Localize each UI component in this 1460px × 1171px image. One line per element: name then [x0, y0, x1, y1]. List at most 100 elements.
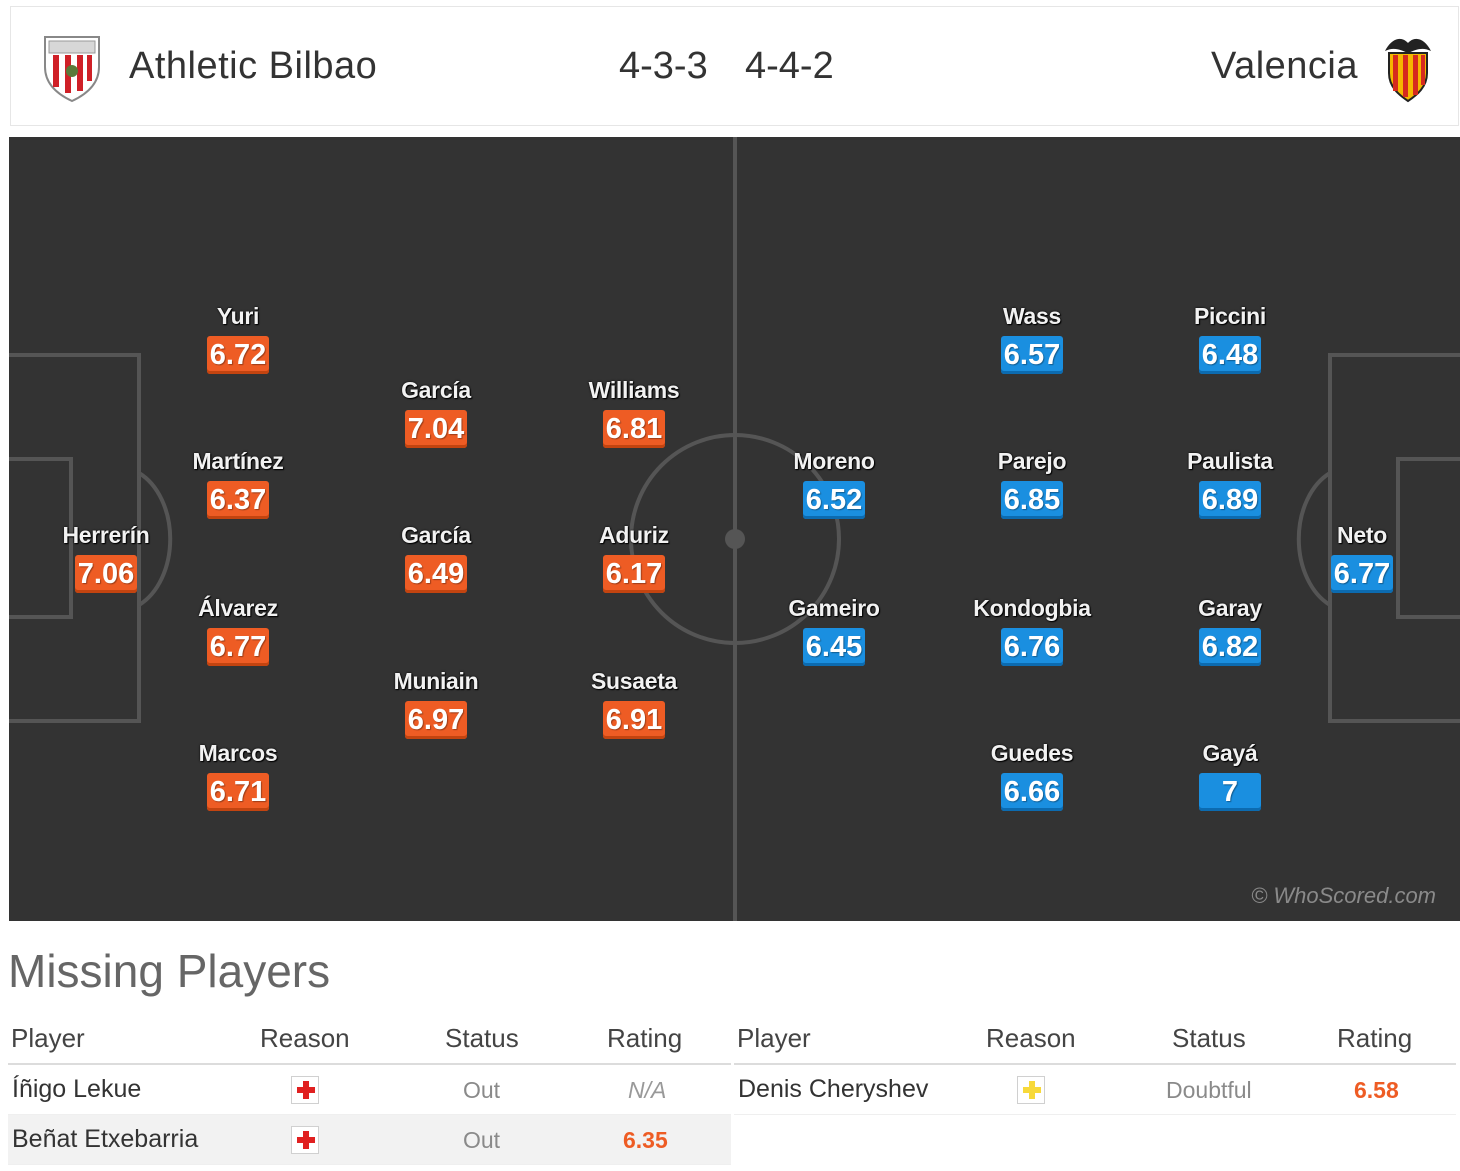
player-name: Paulista [1187, 448, 1273, 474]
player-marker[interactable]: Moreno 6.52 [754, 448, 914, 519]
player-name: García [401, 377, 471, 403]
player-name: Neto [1337, 522, 1387, 548]
player-name: Williams [588, 377, 680, 403]
player-name: Wass [1002, 303, 1062, 329]
player-marker[interactable]: Aduriz 6.17 [554, 522, 714, 593]
player-marker[interactable]: Paulista 6.89 [1150, 448, 1310, 519]
player-name: Yuri [216, 303, 260, 329]
missing-player-name[interactable]: Denis Cheryshev [738, 1075, 929, 1103]
player-marker[interactable]: García 7.04 [356, 377, 516, 448]
missing-status: Out [463, 1127, 501, 1153]
player-marker[interactable]: Garay 6.82 [1150, 595, 1310, 666]
player-rating: 6.48 [1198, 336, 1262, 374]
missing-status: Out [463, 1077, 501, 1103]
player-marker[interactable]: Piccini 6.48 [1150, 303, 1310, 374]
column-player: Player [11, 1023, 85, 1053]
player-marker[interactable]: Parejo 6.85 [952, 448, 1112, 519]
valencia-bat-crest-icon [1385, 38, 1431, 103]
player-name: Aduriz [599, 522, 669, 548]
missing-players-title: Missing Players [8, 945, 331, 997]
table-header: Player Reason Status Rating [8, 1018, 731, 1065]
player-marker[interactable]: Wass 6.57 [952, 303, 1112, 374]
missing-rating: 6.35 [623, 1127, 668, 1153]
away-missing-table: Player Reason Status Rating Denis Cherys… [734, 1018, 1456, 1115]
missing-player-name[interactable]: Beñat Etxebarria [12, 1125, 199, 1153]
player-name: Marcos [198, 740, 278, 766]
pitch-markings [9, 137, 1460, 921]
player-marker[interactable]: Susaeta 6.91 [554, 668, 714, 739]
player-name: Gameiro [788, 595, 880, 621]
player-marker[interactable]: Neto 6.77 [1282, 522, 1442, 593]
player-rating: 6.57 [1000, 336, 1064, 374]
player-rating: 6.76 [1000, 628, 1064, 666]
player-name: Herrerín [62, 522, 150, 548]
doubtful-cross-icon [1017, 1076, 1045, 1104]
player-name: Susaeta [590, 668, 678, 694]
player-rating: 6.52 [802, 481, 866, 519]
player-rating: 6.71 [206, 773, 270, 811]
whoscored-watermark: © WhoScored.com [1251, 883, 1436, 908]
column-player: Player [737, 1023, 811, 1053]
player-rating: 7.06 [74, 555, 138, 593]
home-team-name[interactable]: Athletic Bilbao [129, 45, 378, 87]
home-formation: 4-3-3 [619, 45, 708, 87]
injury-cross-icon [291, 1076, 319, 1104]
player-rating: 6.37 [206, 481, 270, 519]
away-team-name[interactable]: Valencia [1211, 45, 1358, 87]
player-marker[interactable]: García 6.49 [356, 522, 516, 593]
match-header: Athletic Bilbao 4-3-3 4-4-2 Valencia [10, 6, 1459, 126]
table-header: Player Reason Status Rating [734, 1018, 1456, 1065]
player-marker[interactable]: Gayá 7 [1150, 740, 1310, 811]
away-formation: 4-4-2 [745, 45, 834, 87]
player-marker[interactable]: Yuri 6.72 [158, 303, 318, 374]
player-name: Garay [1198, 595, 1262, 621]
player-name: Gayá [1202, 740, 1258, 766]
column-status: Status [445, 1023, 519, 1053]
player-name: Moreno [793, 448, 875, 474]
player-rating: 6.81 [602, 410, 666, 448]
player-rating: 6.82 [1198, 628, 1262, 666]
missing-status: Doubtful [1166, 1077, 1252, 1103]
player-rating: 6.91 [602, 701, 666, 739]
player-rating: 7 [1199, 773, 1261, 811]
player-rating: 6.77 [206, 628, 270, 666]
player-rating: 6.17 [602, 555, 666, 593]
player-rating: 6.72 [206, 336, 270, 374]
injury-cross-icon [291, 1126, 319, 1154]
column-status: Status [1172, 1023, 1246, 1053]
player-marker[interactable]: Muniain 6.97 [356, 668, 516, 739]
player-marker[interactable]: Álvarez 6.77 [158, 595, 318, 666]
table-row: Denis Cheryshev Doubtful 6.58 [734, 1065, 1456, 1115]
player-rating: 6.66 [1000, 773, 1064, 811]
player-marker[interactable]: Martínez 6.37 [158, 448, 318, 519]
table-row: Beñat Etxebarria Out 6.35 [8, 1115, 731, 1165]
player-name: Parejo [997, 448, 1067, 474]
player-marker[interactable]: Gameiro 6.45 [754, 595, 914, 666]
player-name: Kondogbia [973, 595, 1091, 621]
player-rating: 6.45 [802, 628, 866, 666]
home-missing-table: Player Reason Status Rating Íñigo Lekue … [8, 1018, 731, 1165]
player-marker[interactable]: Marcos 6.71 [158, 740, 318, 811]
column-rating: Rating [1337, 1023, 1413, 1053]
player-marker[interactable]: Kondogbia 6.76 [952, 595, 1112, 666]
player-rating: 6.97 [404, 701, 468, 739]
player-name: García [401, 522, 471, 548]
player-rating: 7.04 [404, 410, 468, 448]
player-marker[interactable]: Herrerín 7.06 [26, 522, 186, 593]
athletic-bilbao-crest-icon [44, 36, 100, 103]
column-rating: Rating [607, 1023, 683, 1053]
missing-player-name[interactable]: Íñigo Lekue [12, 1075, 142, 1103]
player-name: Martínez [192, 448, 284, 474]
player-name: Guedes [990, 740, 1074, 766]
player-rating: 6.85 [1000, 481, 1064, 519]
missing-rating: N/A [628, 1077, 667, 1103]
player-name: Piccini [1193, 303, 1267, 329]
player-rating: 6.89 [1198, 481, 1262, 519]
player-name: Álvarez [198, 595, 278, 621]
column-reason: Reason [986, 1023, 1076, 1053]
player-marker[interactable]: Williams 6.81 [554, 377, 714, 448]
player-marker[interactable]: Guedes 6.66 [952, 740, 1112, 811]
player-rating: 6.49 [404, 555, 468, 593]
missing-rating: 6.58 [1354, 1077, 1399, 1103]
pitch-lineup: Herrerín 7.06 Yuri 6.72 Martínez 6.37 Álvar… [9, 137, 1460, 921]
